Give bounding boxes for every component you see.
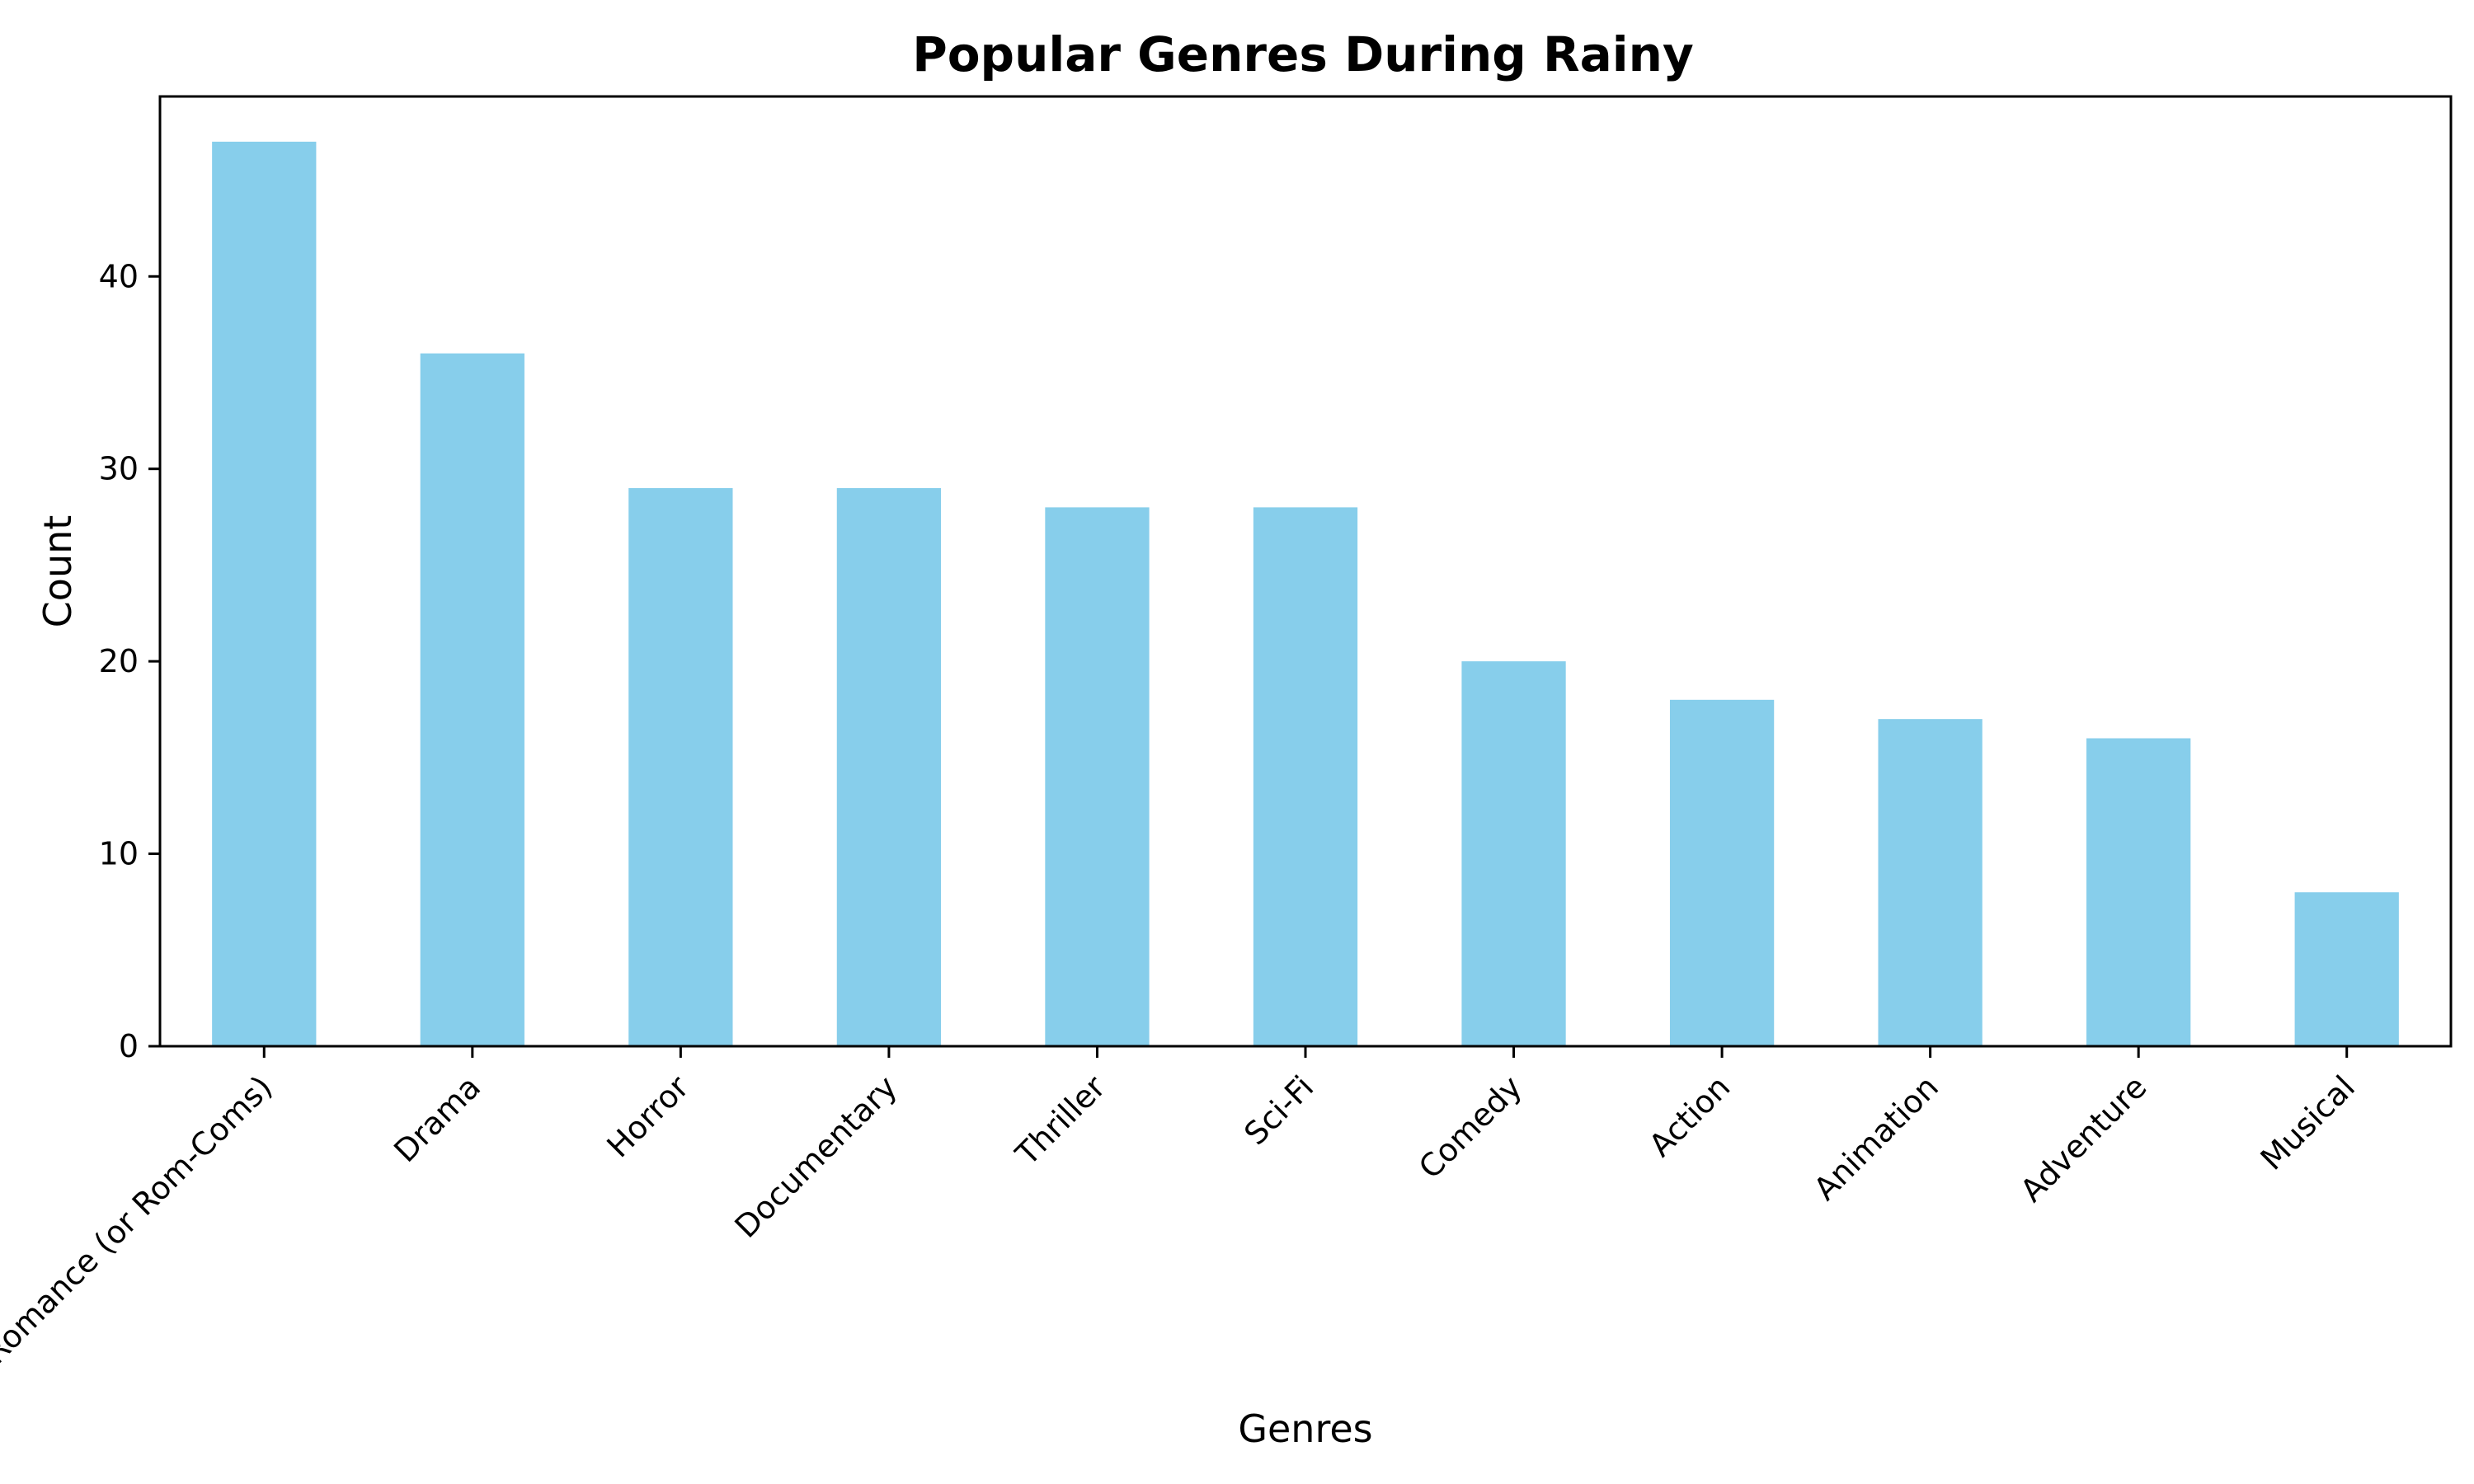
bars-group	[212, 141, 2399, 1046]
bar-thriller	[1045, 507, 1150, 1046]
bar-sci-fi	[1253, 507, 1358, 1046]
x-tick-label: Horror	[600, 1068, 696, 1165]
y-tick-label: 20	[99, 643, 139, 679]
bar-comedy	[1461, 661, 1566, 1046]
x-axis-label: Genres	[1238, 1407, 1372, 1451]
bar-romance-or-rom-coms	[212, 141, 317, 1046]
x-tick-label: Drama	[387, 1068, 487, 1169]
bar-documentary	[836, 488, 942, 1046]
bar-action	[1669, 699, 1775, 1046]
y-tick-label: 10	[99, 836, 139, 872]
x-tick-label: Romance (or Rom-Coms)	[0, 1068, 280, 1371]
x-tick-label: Adventure	[2013, 1068, 2153, 1209]
x-tick-label: Documentary	[728, 1068, 905, 1245]
y-tick-label: 40	[99, 258, 139, 294]
x-tick-label: Thriller	[1009, 1068, 1113, 1173]
x-tick-label: Animation	[1807, 1068, 1945, 1207]
y-axis-label: Count	[35, 515, 80, 628]
bar-animation	[1878, 719, 1982, 1046]
x-tick-label: Musical	[2254, 1068, 2362, 1176]
x-tick-label: Sci-Fi	[1237, 1068, 1320, 1152]
plot-frame	[158, 95, 2453, 1048]
x-tick-label: Action	[1642, 1068, 1737, 1163]
bar-adventure	[2086, 738, 2191, 1046]
x-tick-label: Comedy	[1412, 1068, 1529, 1186]
bar-drama	[420, 353, 524, 1046]
bar-horror	[628, 488, 733, 1046]
y-tick-label: 0	[119, 1028, 139, 1064]
bar-musical	[2294, 892, 2399, 1046]
y-tick-label: 30	[99, 451, 139, 487]
x-axis-ticks: Romance (or Rom-Coms) Drama Horror Document…	[0, 1046, 2362, 1371]
y-axis-ticks: 0 10 20 30 40	[99, 258, 160, 1064]
chart-title: Popular Genres During Rainy	[912, 26, 1694, 82]
